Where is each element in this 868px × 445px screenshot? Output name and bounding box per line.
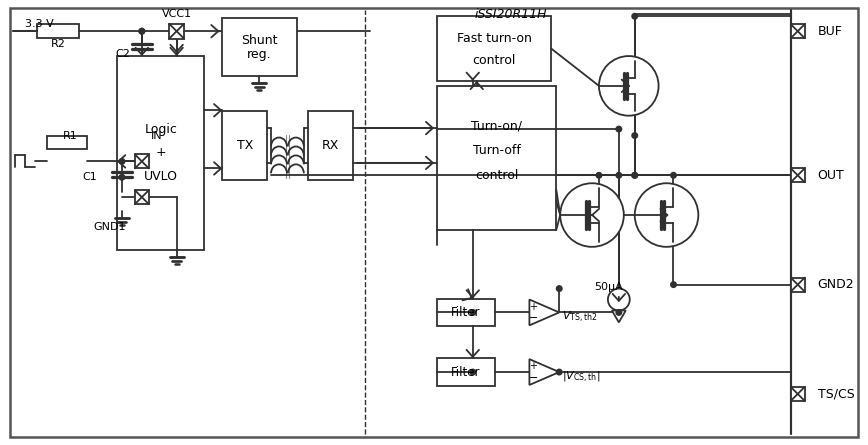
Text: Filter: Filter	[451, 365, 481, 379]
Bar	[791, 168, 805, 182]
Circle shape	[139, 28, 145, 34]
Circle shape	[556, 369, 562, 375]
Bar	[222, 111, 267, 180]
Text: iSSI20R11H: iSSI20R11H	[475, 8, 547, 21]
Bar	[791, 24, 805, 38]
Circle shape	[671, 282, 676, 287]
Bar	[308, 111, 352, 180]
Text: Logic: Logic	[144, 123, 177, 136]
Circle shape	[470, 369, 476, 375]
Circle shape	[635, 183, 699, 247]
Text: BUF: BUF	[818, 25, 843, 38]
Circle shape	[632, 13, 637, 19]
Bar	[437, 358, 495, 386]
Bar	[48, 136, 87, 150]
Circle shape	[632, 133, 637, 138]
Text: +: +	[155, 146, 166, 159]
Bar	[222, 18, 297, 76]
Bar	[791, 387, 805, 401]
Text: −: −	[529, 372, 538, 383]
Text: C2: C2	[115, 49, 130, 59]
Text: Turn-on/: Turn-on/	[471, 120, 523, 133]
Circle shape	[616, 126, 621, 132]
Circle shape	[632, 173, 637, 178]
Circle shape	[599, 56, 659, 116]
Bar	[437, 86, 556, 230]
Circle shape	[616, 310, 621, 315]
Bar	[169, 24, 184, 39]
Circle shape	[596, 173, 602, 178]
Text: TX: TX	[236, 139, 253, 152]
Circle shape	[139, 28, 145, 34]
Text: GND2: GND2	[818, 278, 854, 291]
Text: R2: R2	[51, 39, 66, 49]
Text: 50μA: 50μA	[594, 282, 622, 291]
Circle shape	[560, 183, 624, 247]
Bar	[37, 24, 79, 38]
Bar	[437, 299, 495, 326]
Polygon shape	[612, 311, 626, 322]
Text: Filter: Filter	[451, 306, 481, 319]
Text: 3.3 V: 3.3 V	[24, 19, 53, 29]
Text: R1: R1	[62, 130, 77, 141]
Text: control: control	[475, 169, 518, 182]
Bar	[437, 16, 551, 81]
Polygon shape	[529, 359, 559, 385]
Circle shape	[470, 310, 476, 315]
Bar	[135, 154, 148, 168]
Circle shape	[616, 173, 621, 178]
Text: Turn-off: Turn-off	[473, 144, 521, 157]
Text: control: control	[472, 54, 516, 67]
Circle shape	[556, 286, 562, 291]
Bar	[135, 190, 148, 204]
Polygon shape	[529, 299, 559, 325]
Text: C1: C1	[82, 172, 97, 182]
Text: $|V_{\rm CS,th}|$: $|V_{\rm CS,th}|$	[562, 370, 601, 384]
Text: RX: RX	[321, 139, 339, 152]
Circle shape	[632, 173, 637, 178]
Bar	[117, 56, 205, 250]
Circle shape	[119, 174, 125, 180]
Text: $V_{\rm TS,th2}$: $V_{\rm TS,th2}$	[562, 310, 598, 325]
Text: UVLO: UVLO	[144, 170, 178, 183]
Circle shape	[119, 158, 125, 164]
Text: +: +	[529, 302, 537, 312]
Bar	[791, 278, 805, 291]
Text: −: −	[529, 313, 538, 323]
Text: Fast turn-on: Fast turn-on	[457, 32, 531, 45]
Text: OUT: OUT	[818, 169, 845, 182]
Text: +: +	[529, 361, 537, 372]
Text: reg.: reg.	[247, 48, 272, 61]
Text: Shunt: Shunt	[241, 34, 278, 47]
Text: VCC1: VCC1	[161, 9, 192, 19]
Text: GND1: GND1	[94, 222, 126, 232]
Circle shape	[671, 173, 676, 178]
Text: IN: IN	[151, 130, 162, 141]
Circle shape	[608, 289, 630, 311]
Text: TS/CS: TS/CS	[818, 388, 854, 400]
